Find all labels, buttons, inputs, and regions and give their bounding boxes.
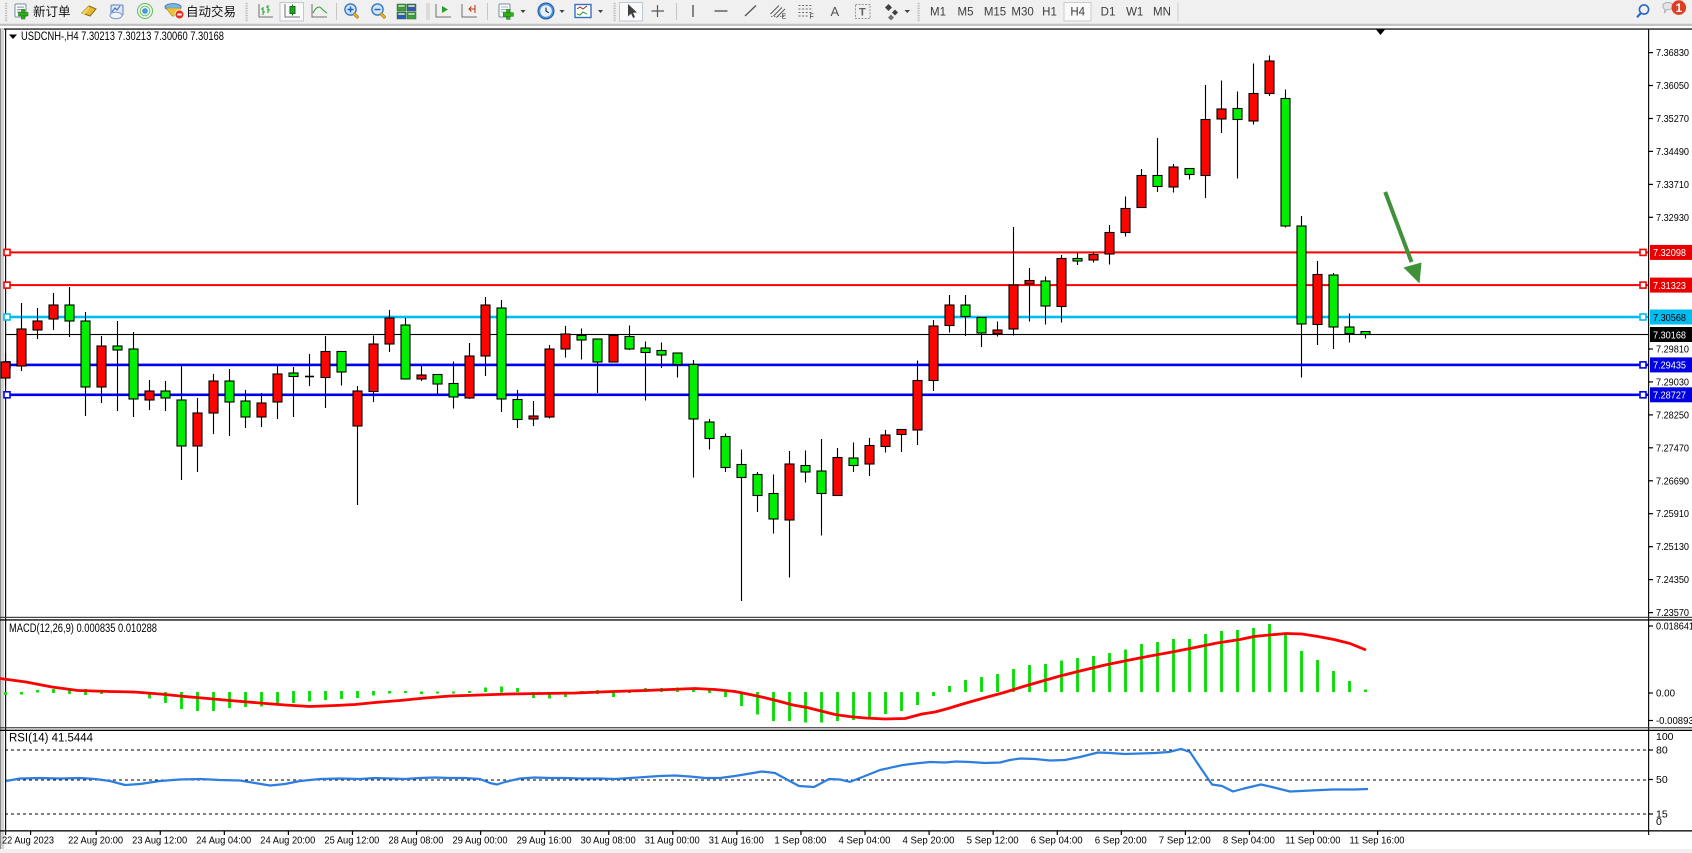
svg-text:24 Aug 04:00: 24 Aug 04:00 (196, 835, 251, 847)
svg-text:M15: M15 (984, 7, 1006, 19)
svg-text:4 Sep 04:00: 4 Sep 04:00 (838, 835, 890, 847)
svg-text:0.018641: 0.018641 (1656, 621, 1692, 633)
svg-text:W1: W1 (1126, 7, 1143, 19)
svg-text:7.32098: 7.32098 (1653, 247, 1686, 259)
svg-text:0.00: 0.00 (1656, 688, 1675, 700)
svg-text:31 Aug 00:00: 31 Aug 00:00 (645, 835, 700, 847)
svg-text:7.34490: 7.34490 (1656, 146, 1689, 158)
svg-text:7.27470: 7.27470 (1656, 442, 1689, 454)
svg-text:7.36830: 7.36830 (1656, 47, 1689, 59)
svg-text:6 Sep 04:00: 6 Sep 04:00 (1031, 835, 1083, 847)
svg-text:28 Aug 08:00: 28 Aug 08:00 (388, 835, 443, 847)
svg-text:M30: M30 (1011, 7, 1033, 19)
svg-text:T: T (859, 7, 866, 19)
svg-text:RSI(14) 41.5444: RSI(14) 41.5444 (9, 733, 94, 745)
svg-text:11 Sep 00:00: 11 Sep 00:00 (1285, 835, 1340, 847)
svg-text:7.26690: 7.26690 (1656, 475, 1689, 487)
svg-text:24 Aug 20:00: 24 Aug 20:00 (260, 835, 315, 847)
svg-text:100: 100 (1656, 731, 1674, 743)
svg-text:7.30568: 7.30568 (1653, 312, 1686, 324)
svg-text:7.24350: 7.24350 (1656, 574, 1689, 586)
svg-text:7.29030: 7.29030 (1656, 376, 1689, 388)
svg-text:H1: H1 (1042, 7, 1057, 19)
svg-text:新订单: 新订单 (33, 4, 71, 19)
svg-text:7.35270: 7.35270 (1656, 113, 1689, 125)
svg-text:6 Sep 20:00: 6 Sep 20:00 (1095, 835, 1147, 847)
svg-text:7.31323: 7.31323 (1653, 280, 1686, 292)
svg-text:23 Aug 12:00: 23 Aug 12:00 (132, 835, 187, 847)
svg-text:7.23570: 7.23570 (1656, 607, 1689, 619)
svg-text:22 Aug 20:00: 22 Aug 20:00 (68, 835, 123, 847)
svg-text:25 Aug 12:00: 25 Aug 12:00 (324, 835, 379, 847)
svg-text:7.33710: 7.33710 (1656, 179, 1689, 191)
svg-text:-0.008934: -0.008934 (1656, 715, 1692, 727)
svg-text:7.29810: 7.29810 (1656, 344, 1689, 356)
svg-text:自动交易: 自动交易 (186, 4, 236, 19)
svg-text:7.30168: 7.30168 (1653, 329, 1686, 341)
svg-text:MN: MN (1153, 7, 1171, 19)
svg-text:7.25910: 7.25910 (1656, 508, 1689, 520)
svg-text:7.32930: 7.32930 (1656, 212, 1689, 224)
svg-text:50: 50 (1656, 774, 1668, 786)
svg-text:30 Aug 08:00: 30 Aug 08:00 (581, 835, 636, 847)
svg-text:7.28727: 7.28727 (1653, 390, 1686, 402)
svg-text:MACD(12,26,9) 0.000835 0.01028: MACD(12,26,9) 0.000835 0.010288 (9, 623, 157, 635)
svg-text:7.25130: 7.25130 (1656, 541, 1689, 553)
svg-text:22 Aug 2023: 22 Aug 2023 (2, 835, 54, 847)
svg-text:7.29435: 7.29435 (1653, 360, 1686, 372)
svg-text:8 Sep 04:00: 8 Sep 04:00 (1223, 835, 1275, 847)
svg-text:0: 0 (1656, 816, 1662, 828)
svg-text:H4: H4 (1070, 7, 1085, 19)
svg-text:F: F (810, 14, 814, 21)
svg-text:1: 1 (1675, 1, 1682, 15)
svg-text:80: 80 (1656, 745, 1668, 757)
svg-text:11 Sep 16:00: 11 Sep 16:00 (1350, 835, 1405, 847)
svg-text:USDCNH-,H4 7.30213 7.30213 7.: USDCNH-,H4 7.30213 7.30213 7.30060 7.301… (21, 29, 224, 43)
svg-text:7.36050: 7.36050 (1656, 80, 1689, 92)
svg-text:1 Sep 08:00: 1 Sep 08:00 (774, 835, 826, 847)
svg-text:A: A (831, 4, 840, 19)
svg-text:M1: M1 (930, 7, 946, 19)
svg-text:29 Aug 16:00: 29 Aug 16:00 (517, 835, 572, 847)
svg-text:5 Sep 12:00: 5 Sep 12:00 (967, 835, 1019, 847)
svg-text:15: 15 (1656, 809, 1668, 821)
svg-text:E: E (782, 14, 787, 21)
svg-text:D1: D1 (1101, 7, 1116, 19)
svg-text:M5: M5 (958, 7, 974, 19)
svg-text:7 Sep 12:00: 7 Sep 12:00 (1159, 835, 1211, 847)
svg-text:7.28250: 7.28250 (1656, 409, 1689, 421)
svg-text:31 Aug 16:00: 31 Aug 16:00 (709, 835, 764, 847)
svg-text:29 Aug 00:00: 29 Aug 00:00 (453, 835, 508, 847)
svg-text:4 Sep 20:00: 4 Sep 20:00 (903, 835, 955, 847)
